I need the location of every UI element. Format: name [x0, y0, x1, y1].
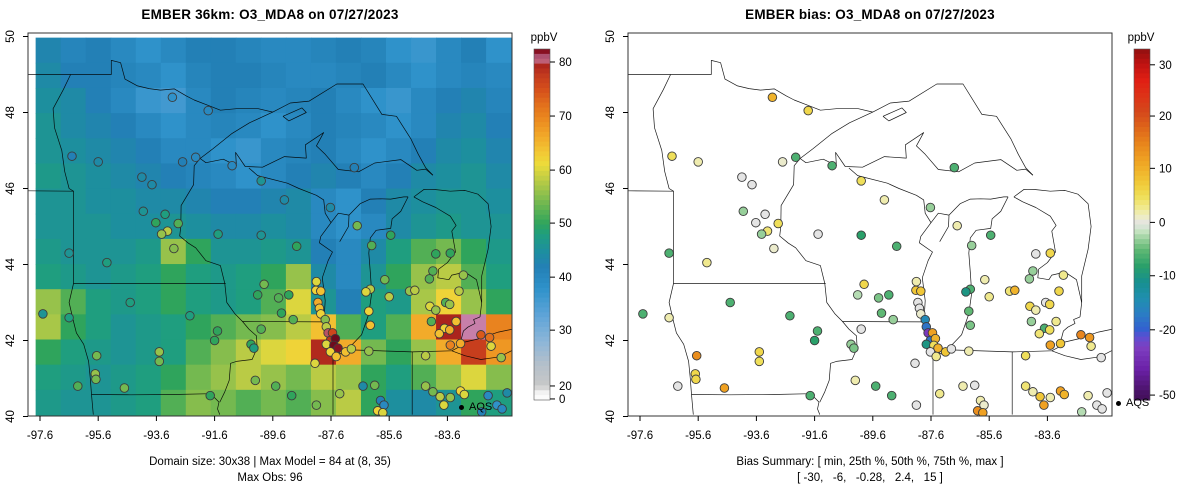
svg-text:-93.6: -93.6 [743, 430, 769, 442]
svg-text:40: 40 [605, 410, 617, 423]
svg-text:-20: -20 [1159, 325, 1176, 337]
left-aqs-label: AQS [469, 401, 493, 413]
svg-text:70: 70 [559, 111, 572, 123]
model-map-panel: EMBER 36km: O3_MDA8 on 07/27/2023 -97.6-… [5, 7, 572, 484]
right-caption-line2: [ -30, -6, -0.28, 2.4, 15 ] [797, 472, 943, 484]
right-colorbar-label: ppbV [1127, 32, 1155, 44]
svg-text:48: 48 [605, 106, 617, 119]
left-map-plot: -97.6 -95.6 -93.6 -91.6 -89.6 -87.6 -85.6 -83.6… [5, 30, 572, 442]
svg-text:48: 48 [5, 106, 17, 119]
left-caption-line1: Domain size: 30x38 | Max Model = 84 at (… [149, 456, 391, 468]
svg-text:-95.6: -95.6 [685, 430, 711, 442]
svg-text:30: 30 [559, 325, 572, 337]
left-map-title: EMBER 36km: O3_MDA8 on 07/27/2023 [141, 7, 399, 22]
svg-text:-85.6: -85.6 [376, 430, 402, 442]
svg-text:-97.6: -97.6 [27, 430, 53, 442]
svg-text:-87.6: -87.6 [918, 430, 944, 442]
right-map-plot: -97.6 -95.6 -93.6 -91.6 -89.6 -87.6 -85.6 -83.6… [605, 30, 1176, 442]
svg-text:-10: -10 [1159, 271, 1176, 283]
svg-text:44: 44 [5, 258, 17, 271]
svg-text:-89.6: -89.6 [260, 430, 286, 442]
svg-text:-93.6: -93.6 [143, 430, 169, 442]
svg-text:50: 50 [605, 30, 617, 43]
right-caption-line1: Bias Summary: [ min, 25th %, 50th %, 75t… [736, 456, 1004, 468]
right-aqs-label: AQS [1126, 397, 1150, 409]
svg-text:46: 46 [5, 182, 17, 195]
svg-text:46: 46 [605, 182, 617, 195]
bias-map-panel: EMBER bias: O3_MDA8 on 07/27/2023 -97.6-… [600, 0, 1200, 502]
svg-text:80: 80 [559, 57, 572, 69]
svg-text:40: 40 [559, 272, 572, 284]
left-caption-line2: Max Obs: 96 [237, 472, 303, 484]
svg-text:0: 0 [559, 394, 565, 406]
aqs-dot-icon [1116, 400, 1121, 406]
svg-text:-50: -50 [1159, 390, 1176, 402]
svg-text:-95.6: -95.6 [85, 430, 111, 442]
svg-text:40: 40 [5, 410, 17, 423]
svg-text:-91.6: -91.6 [801, 430, 827, 442]
left-colorbar-label: ppbV [530, 32, 558, 44]
svg-text:30: 30 [1159, 60, 1172, 72]
svg-text:-97.6: -97.6 [627, 430, 653, 442]
svg-text:50: 50 [5, 30, 17, 43]
right-map-title: EMBER bias: O3_MDA8 on 07/27/2023 [745, 7, 995, 22]
svg-text:-83.6: -83.6 [434, 430, 460, 442]
svg-text:44: 44 [605, 258, 617, 271]
svg-text:-85.6: -85.6 [976, 430, 1002, 442]
svg-text:60: 60 [559, 165, 572, 177]
svg-text:42: 42 [605, 334, 617, 347]
aqs-dot-icon [459, 404, 464, 410]
svg-text:-83.6: -83.6 [1034, 430, 1060, 442]
left-aqs-legend: AQS [459, 401, 492, 413]
svg-text:42: 42 [5, 334, 17, 347]
svg-text:50: 50 [559, 218, 572, 230]
svg-text:20: 20 [1159, 111, 1172, 123]
right-aqs-legend: AQS [1116, 397, 1149, 409]
svg-text:-91.6: -91.6 [201, 430, 227, 442]
svg-text:20: 20 [559, 381, 572, 393]
svg-text:0: 0 [1159, 217, 1165, 229]
svg-text:-87.6: -87.6 [318, 430, 344, 442]
svg-text:-89.6: -89.6 [860, 430, 886, 442]
svg-text:10: 10 [1159, 163, 1172, 175]
